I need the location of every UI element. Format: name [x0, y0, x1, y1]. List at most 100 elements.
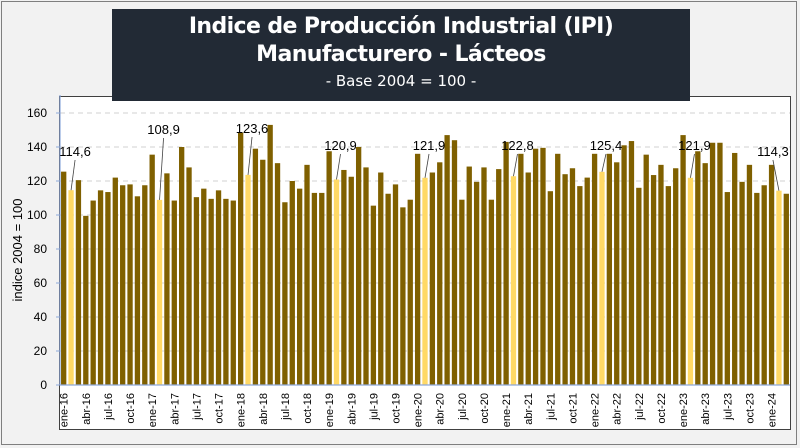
bar-jun-16: [97, 190, 104, 385]
bar-abr-23: [702, 163, 708, 385]
bar-ago-20: [466, 166, 472, 385]
y-tick-label: 160: [27, 106, 47, 120]
bar-feb-18: [245, 174, 251, 385]
x-tick-label: oct-22: [656, 393, 668, 424]
bar-mar-20: [429, 172, 436, 385]
bar-sep-16: [120, 185, 126, 385]
data-label-feb-16: 114,6: [59, 144, 91, 159]
bar-jul-23: [724, 192, 730, 385]
bar-jun-22: [628, 141, 635, 385]
bar-feb-17: [156, 199, 163, 385]
x-tick-label: jul-17: [191, 393, 203, 421]
data-label-feb-19: 120,9: [324, 138, 357, 153]
bar-dic-19: [407, 199, 413, 385]
leader-line: [70, 159, 76, 191]
x-tick-label: oct-20: [479, 393, 491, 424]
y-tick-label: 80: [34, 242, 48, 256]
bar-may-19: [355, 147, 362, 385]
bar-ago-19: [378, 172, 384, 385]
bar-dic-21: [584, 177, 590, 385]
bar-nov-20: [488, 199, 495, 385]
data-label-feb-18: 123,6: [236, 121, 269, 136]
leader-line: [336, 153, 341, 180]
bar-oct-21: [569, 168, 576, 385]
x-tick-label: ene-22: [590, 393, 602, 427]
data-label-feb-24: 114,3: [757, 144, 789, 159]
bar-ago-17: [201, 188, 207, 385]
bar-abr-22: [614, 162, 620, 385]
x-tick-label: abr-21: [523, 393, 535, 425]
bar-jul-20: [459, 199, 465, 385]
bar-abr-18: [260, 159, 266, 385]
x-tick-label: ene-24: [767, 393, 779, 427]
y-tick-label: 20: [34, 344, 48, 358]
bar-may-21: [532, 148, 539, 385]
bar-nov-17: [223, 198, 229, 385]
bar-feb-16: [68, 190, 74, 385]
bar-dic-17: [230, 200, 236, 385]
bar-oct-23: [746, 164, 753, 385]
x-tick-label: oct-16: [125, 393, 137, 424]
bar-jul-18: [282, 202, 288, 385]
y-tick-label: 120: [27, 174, 47, 188]
y-axis-label: indice 2004 = 100: [10, 198, 25, 301]
x-tick-label: ene-18: [236, 393, 248, 427]
bar-feb-20: [422, 177, 428, 385]
bar-may-18: [267, 124, 273, 386]
bar-ene-24: [768, 164, 775, 385]
bar-sep-18: [296, 188, 303, 385]
bar-mar-17: [164, 173, 170, 385]
bar-ago-21: [555, 153, 561, 385]
bar-abr-19: [348, 176, 354, 385]
bar-sep-19: [385, 193, 391, 385]
x-tick-label: oct-21: [567, 393, 579, 424]
x-tick-label: abr-18: [258, 393, 270, 425]
bar-feb-19: [333, 179, 340, 385]
x-tick-label: abr-16: [81, 393, 93, 425]
bar-dic-18: [319, 192, 325, 385]
data-label-feb-23: 121,9: [678, 138, 711, 153]
bar-abr-21: [525, 172, 531, 385]
bar-oct-16: [127, 184, 133, 385]
x-tick-label: ene-21: [501, 393, 513, 427]
bar-oct-17: [215, 190, 222, 385]
x-tick-label: jul-16: [103, 393, 115, 421]
title-box: Indice de Producción Industrial (IPI) Ma…: [112, 9, 690, 101]
y-tick-label: 40: [34, 310, 48, 324]
leader-line: [513, 153, 518, 177]
leader-line: [690, 153, 695, 178]
bar-sep-17: [208, 198, 214, 385]
bar-mar-24: [783, 193, 789, 385]
bar-feb-24: [776, 190, 782, 385]
bar-jul-21: [547, 191, 554, 385]
chart-subtitle: - Base 2004 = 100 -: [325, 72, 477, 90]
bar-oct-22: [658, 164, 664, 385]
bar-ago-18: [289, 181, 295, 385]
bar-nov-16: [134, 196, 141, 385]
x-tick-label: oct-19: [391, 393, 403, 424]
x-tick-labels: ene-16 abr-16 jul-16 oct-16 ene-17 abr-17 jul-…: [59, 393, 779, 427]
x-tick-label: abr-17: [169, 393, 181, 425]
x-tick-label: abr-22: [612, 393, 624, 425]
bar-oct-19: [392, 184, 399, 385]
bar-may-22: [621, 145, 627, 385]
bar-ene-19: [326, 151, 332, 385]
bar-nov-21: [577, 186, 583, 385]
bar-oct-20: [481, 167, 487, 385]
bar-nov-19: [400, 207, 406, 385]
bar-sep-22: [650, 175, 657, 385]
bar-jun-17: [186, 167, 192, 385]
x-tick-label: jul-23: [722, 393, 734, 421]
x-tick-label: jul-19: [368, 393, 380, 421]
bar-dic-23: [761, 185, 767, 385]
bar-may-23: [709, 142, 716, 385]
bar-mar-23: [695, 151, 701, 385]
y-tick-label: 0: [40, 378, 47, 392]
bar-mar-16: [75, 180, 82, 385]
bar-sep-21: [562, 174, 568, 385]
data-label-feb-20: 121,9: [413, 138, 446, 153]
bar-sep-23: [739, 181, 745, 385]
bar-ene-23: [680, 135, 686, 385]
bar-jun-21: [540, 147, 546, 385]
